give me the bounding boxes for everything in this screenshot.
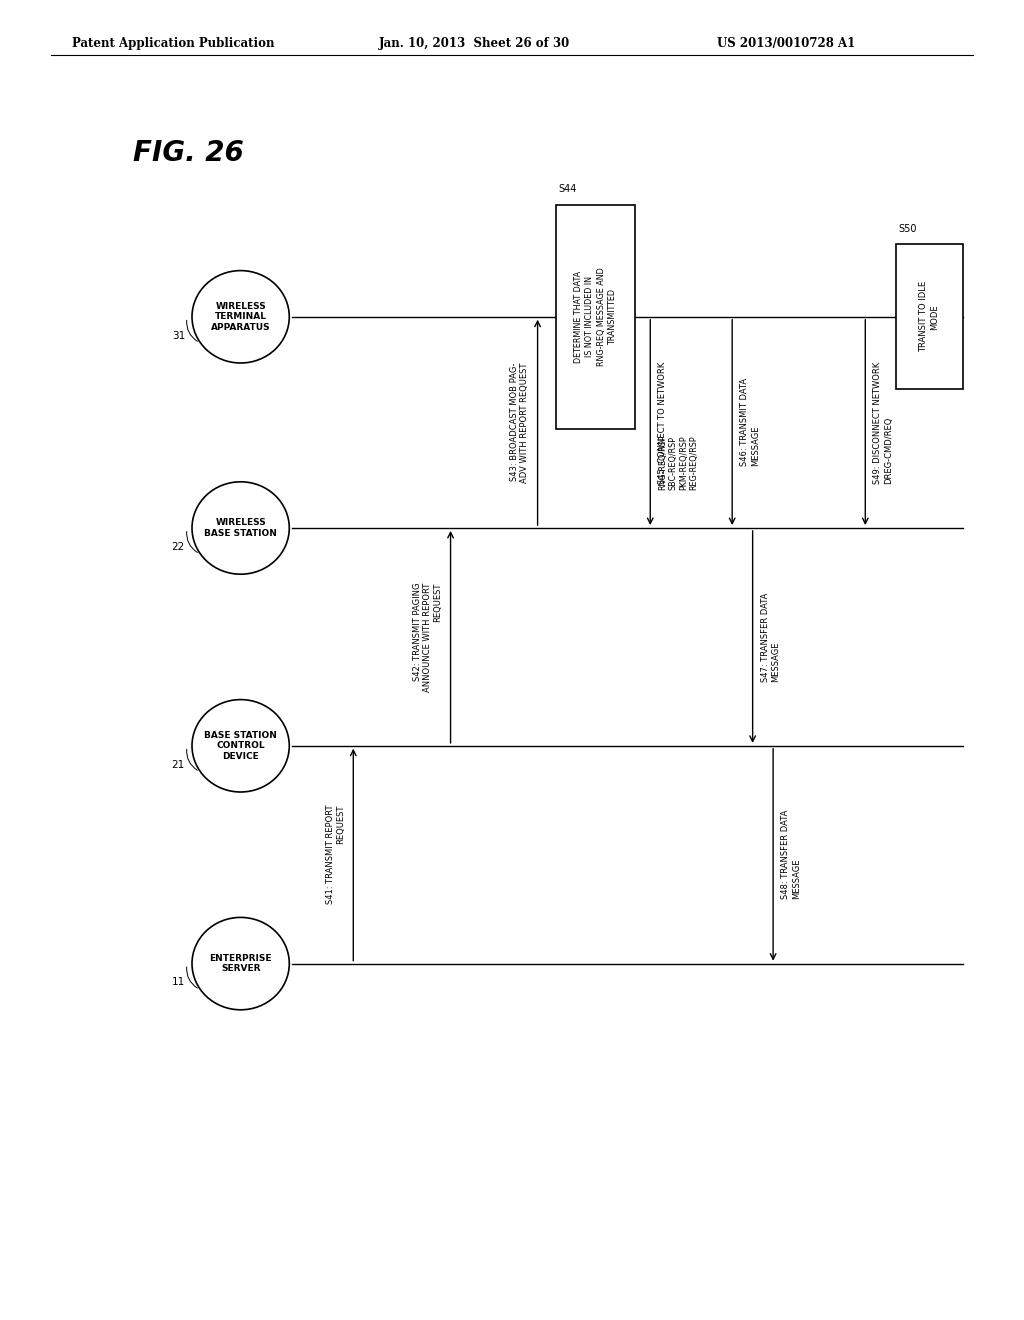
Text: 11: 11 [172,977,185,987]
Text: TRANSIT TO IDLE
MODE: TRANSIT TO IDLE MODE [920,281,939,352]
Text: S50: S50 [898,223,916,234]
Text: S49: DISCONNECT NETWORK
DREG-CMD/REQ: S49: DISCONNECT NETWORK DREG-CMD/REQ [873,362,893,483]
Text: FIG. 26: FIG. 26 [133,139,244,166]
Text: S43: BROADCAST MOB PAG-
ADV WITH REPORT REQUEST: S43: BROADCAST MOB PAG- ADV WITH REPORT … [510,362,529,483]
Text: S47: TRANSFER DATA
MESSAGE: S47: TRANSFER DATA MESSAGE [761,593,780,681]
Text: Jan. 10, 2013  Sheet 26 of 30: Jan. 10, 2013 Sheet 26 of 30 [379,37,570,50]
Text: S45: CONNECT TO NETWORK: S45: CONNECT TO NETWORK [658,362,668,483]
Text: BASE STATION
CONTROL
DEVICE: BASE STATION CONTROL DEVICE [204,731,278,760]
Text: S46: TRANSMIT DATA
MESSAGE: S46: TRANSMIT DATA MESSAGE [740,379,760,466]
Text: WIRELESS
TERMINAL
APPARATUS: WIRELESS TERMINAL APPARATUS [211,302,270,331]
FancyBboxPatch shape [896,244,963,389]
Text: 22: 22 [172,541,185,552]
Text: RNG-REQ/RSP
SBC-REQ/RSP
PKM-REQ/RSP
REG-REQ/RSP: RNG-REQ/RSP SBC-REQ/RSP PKM-REQ/RSP REG-… [658,434,698,490]
Text: S42: TRANSMIT PAGING
ANNOUNCE WITH REPORT
REQUEST: S42: TRANSMIT PAGING ANNOUNCE WITH REPOR… [413,582,442,692]
Text: S48: TRANSFER DATA
MESSAGE: S48: TRANSFER DATA MESSAGE [781,810,801,899]
Text: 21: 21 [172,759,185,770]
Text: 31: 31 [172,330,185,341]
Text: S41: TRANSMIT REPORT
REQUEST: S41: TRANSMIT REPORT REQUEST [326,805,345,904]
Text: S44: S44 [558,183,577,194]
Text: ENTERPRISE
SERVER: ENTERPRISE SERVER [209,954,272,973]
FancyBboxPatch shape [556,205,635,429]
Text: Patent Application Publication: Patent Application Publication [72,37,274,50]
Text: US 2013/0010728 A1: US 2013/0010728 A1 [717,37,855,50]
Text: DETERMINE THAT DATA
IS NOT INCLUDED IN
RNG-REQ MESSAGE AND
TRANSMITTED: DETERMINE THAT DATA IS NOT INCLUDED IN R… [574,268,616,366]
Text: WIRELESS
BASE STATION: WIRELESS BASE STATION [204,519,278,537]
